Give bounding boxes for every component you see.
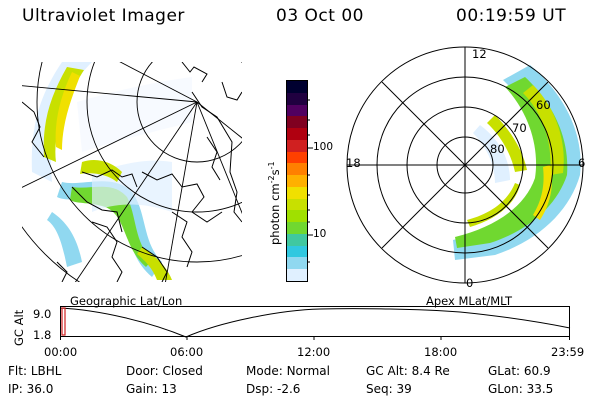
colorbar-segment [287, 269, 307, 281]
colorbar-segment [287, 175, 307, 187]
colorbar-segment [287, 163, 307, 176]
footer-gain: Gain: 13 [126, 382, 177, 396]
footer-seq: Seq: 39 [366, 382, 412, 396]
mlt-label-12: 12 [472, 47, 487, 61]
polar-aurora [453, 65, 581, 260]
colorbar-segment [287, 128, 307, 140]
mlat-label-60: 60 [536, 98, 551, 112]
timeline-xtick-1200: 12:00 [297, 345, 331, 359]
colorbar-segment [287, 116, 307, 129]
footer-gc-alt: GC Alt: 8.4 Re [366, 364, 450, 378]
geographic-image [22, 62, 242, 282]
mlt-label-6: 6 [578, 156, 586, 170]
footer-glon: GLon: 33.5 [488, 382, 554, 396]
timeline-xtick-1800: 18:00 [424, 345, 458, 359]
geo-aurora [31, 62, 192, 280]
time-marker [61, 307, 66, 336]
colorbar-tick-100: 100 [313, 141, 334, 153]
footer-dsp: Dsp: -2.6 [246, 382, 301, 396]
polar-panel-label: Apex MLat/MLT [426, 294, 513, 308]
colorbar-segment [287, 245, 307, 258]
polar-grid [346, 46, 584, 284]
orbit-altitude-plot [59, 306, 571, 340]
colorbar-segment [287, 92, 307, 105]
instrument-title: Ultraviolet Imager [22, 6, 185, 26]
polar-image [346, 46, 584, 284]
colorbar-segment [287, 81, 307, 93]
mlt-label-0: 0 [466, 276, 474, 290]
footer-mode: Mode: Normal [246, 364, 330, 378]
timeline-ylabel: GC Alt [12, 309, 26, 346]
colorbar-segment [287, 222, 307, 234]
colorbar [286, 80, 308, 282]
colorbar-label: photon cm-2s-1 [267, 161, 282, 245]
colorbar-segment [287, 151, 307, 164]
footer-door: Door: Closed [126, 364, 203, 378]
colorbar-segment [287, 210, 307, 223]
colorbar-segment [287, 104, 307, 117]
geographic-panel-label: Geographic Lat/Lon [70, 294, 183, 308]
colorbar-segment [287, 233, 307, 246]
mlat-label-70: 70 [512, 121, 527, 135]
geo-coastlines [22, 62, 242, 282]
mlt-label-18: 18 [346, 156, 361, 170]
colorbar-segment [287, 186, 307, 199]
colorbar-segment [287, 198, 307, 211]
footer-filter: Flt: LBHL [8, 364, 62, 378]
timeline-xtick-2359: 23:59 [551, 345, 585, 359]
date-label: 03 Oct 00 [276, 6, 364, 26]
timeline-xtick-0600: 06:00 [170, 345, 204, 359]
footer-glat: GLat: 60.9 [488, 364, 551, 378]
colorbar-segment [287, 139, 307, 152]
colorbar-tick-10: 10 [313, 228, 327, 240]
colorbar-segment [287, 257, 307, 270]
colorbar-ticks [307, 99, 313, 263]
timeline-xtick-0000: 00:00 [44, 345, 78, 359]
footer-ip: IP: 36.0 [8, 382, 54, 396]
mlat-label-80: 80 [490, 142, 505, 156]
timeline-ytick-9: 9.0 [33, 307, 52, 321]
timeline-ytick-1-8: 1.8 [33, 328, 52, 342]
time-label: 00:19:59 UT [456, 6, 567, 26]
